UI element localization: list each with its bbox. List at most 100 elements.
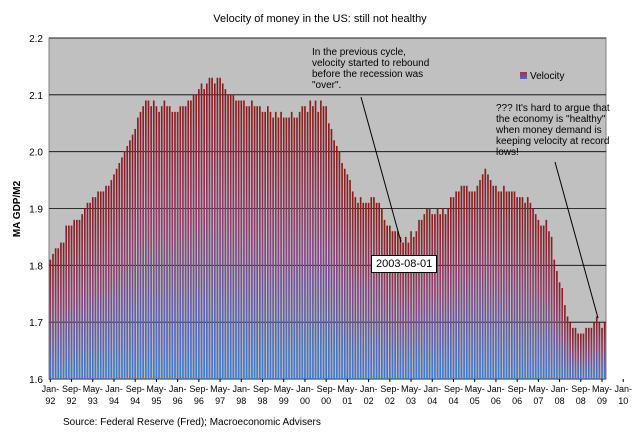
velocity-bar <box>402 242 404 379</box>
velocity-bar <box>383 219 386 379</box>
annotation-line: before the recession was <box>312 69 424 80</box>
velocity-bar <box>243 100 245 380</box>
x-tick-label: Sep- <box>62 384 81 394</box>
x-tick-label: 05 <box>470 396 480 406</box>
y-tick-label: 1.7 <box>29 318 43 329</box>
velocity-bar <box>97 191 99 379</box>
annotation-line: velocity started to rebound <box>312 58 430 69</box>
velocity-bar <box>484 168 487 379</box>
velocity-bar <box>152 100 155 380</box>
velocity-bar <box>83 208 86 379</box>
velocity-bar <box>137 117 139 379</box>
velocity-bar <box>245 106 248 379</box>
velocity-bar <box>500 191 503 379</box>
velocity-bar <box>601 327 603 379</box>
x-tick-label: 98 <box>236 396 246 406</box>
velocity-bar <box>134 128 137 379</box>
velocity-bar <box>70 225 73 379</box>
x-tick-label: 00 <box>300 396 310 406</box>
velocity-bar <box>532 208 534 379</box>
velocity-bar <box>68 225 70 379</box>
velocity-bar <box>503 185 505 379</box>
velocity-bar <box>126 145 129 379</box>
velocity-bar <box>115 168 118 379</box>
velocity-bar <box>391 231 394 379</box>
legend-swatch <box>520 72 527 79</box>
velocity-bar <box>556 271 558 379</box>
y-tick-label: 1.9 <box>29 205 43 216</box>
velocity-bar <box>320 100 322 380</box>
velocity-bar <box>277 117 280 379</box>
x-tick-label: May- <box>83 384 103 394</box>
x-tick-label: 96 <box>173 396 183 406</box>
velocity-bar <box>174 111 176 379</box>
velocity-bar <box>579 333 582 379</box>
velocity-bar <box>107 185 110 379</box>
velocity-bar <box>439 214 442 379</box>
velocity-bar <box>564 305 566 379</box>
velocity-bar <box>389 225 391 379</box>
x-tick-label: Jan- <box>296 384 314 394</box>
velocity-bar <box>420 219 423 379</box>
velocity-bar <box>54 248 57 379</box>
velocity-bar <box>362 202 365 379</box>
x-tick-label: 98 <box>258 396 268 406</box>
velocity-bar <box>572 327 574 379</box>
velocity-bar <box>558 282 561 379</box>
x-tick-label: Jan- <box>105 384 123 394</box>
x-tick-label: 04 <box>448 396 458 406</box>
velocity-bar <box>168 106 171 379</box>
velocity-bar <box>205 83 208 379</box>
y-tick-label: 1.8 <box>29 261 43 272</box>
velocity-bar <box>229 94 232 379</box>
x-tick-label: 10 <box>618 396 628 406</box>
velocity-bar <box>524 202 526 379</box>
velocity-bar <box>139 111 142 379</box>
annotation-line-left <box>360 96 402 243</box>
velocity-bar <box>309 100 312 380</box>
velocity-bar <box>452 197 455 379</box>
x-tick-label: 00 <box>321 396 331 406</box>
velocity-bar <box>548 231 550 379</box>
x-tick-label: Sep- <box>317 384 336 394</box>
velocity-bar <box>569 322 572 379</box>
velocity-bar <box>52 253 54 379</box>
velocity-bar <box>253 106 256 379</box>
velocity-bar <box>434 214 436 379</box>
velocity-bar <box>460 185 463 379</box>
velocity-bar <box>378 202 381 379</box>
velocity-bar <box>208 77 211 379</box>
velocity-bar <box>431 214 434 379</box>
y-tick-label: 2.2 <box>29 34 43 45</box>
velocity-bar <box>306 111 309 379</box>
velocity-bar <box>412 236 415 379</box>
y-tick-label: 1.6 <box>29 375 43 386</box>
velocity-bar <box>426 208 428 379</box>
velocity-bar <box>341 163 343 379</box>
velocity-bar <box>436 208 439 379</box>
velocity-bar <box>147 100 150 380</box>
velocity-bar <box>497 191 500 379</box>
velocity-bar <box>158 111 160 379</box>
annotation-record-lows: ??? It's hard to argue that the economy … <box>496 103 610 158</box>
velocity-bar <box>386 225 388 379</box>
velocity-bar <box>118 163 121 379</box>
velocity-bar <box>351 191 354 379</box>
velocity-bar <box>78 219 81 379</box>
x-tick-label: 93 <box>88 396 98 406</box>
velocity-bar <box>487 174 489 379</box>
velocity-bar <box>457 191 460 379</box>
x-tick-label: 04 <box>427 396 437 406</box>
velocity-bar <box>272 117 274 379</box>
velocity-bar <box>550 236 553 379</box>
velocity-bar <box>285 117 288 379</box>
velocity-bar <box>561 288 564 379</box>
velocity-bar <box>404 236 407 379</box>
velocity-bar <box>468 191 471 379</box>
annotation-line: when money demand is <box>496 125 602 136</box>
x-tick-label: Sep- <box>571 384 590 394</box>
velocity-bar <box>317 111 320 379</box>
velocity-bar <box>595 316 598 379</box>
velocity-bar <box>423 214 426 379</box>
